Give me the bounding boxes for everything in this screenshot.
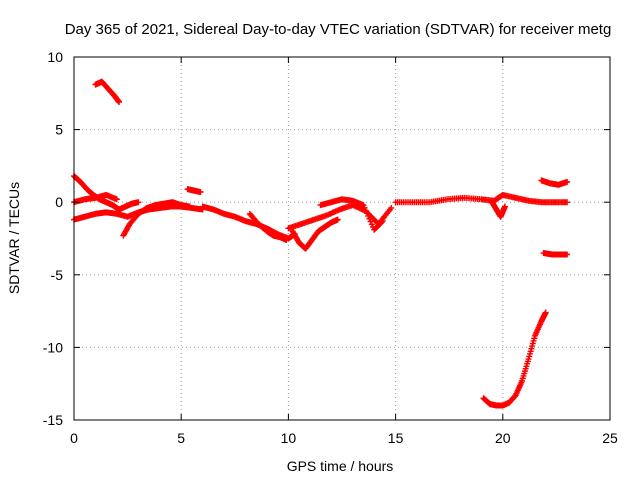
series-arc-4 [92,78,123,106]
series-arc-5 [120,199,193,239]
x-tick-label: 25 [602,430,618,446]
y-tick-label: 10 [47,49,63,65]
y-tick-label: -15 [43,412,63,428]
x-tick-label: 5 [177,430,185,446]
series-arc-16 [480,309,549,409]
data-point [501,203,508,210]
y-axis-label: SDTVAR / TECUs [6,182,22,294]
data-point [362,207,369,214]
x-tick-label: 10 [281,430,297,446]
data-point [364,210,371,217]
data-point [116,99,123,106]
data-point [378,219,385,226]
data-point [564,251,571,258]
data-point [334,216,341,223]
data-point [283,236,290,243]
y-tick-label: 0 [55,194,63,210]
x-tick-label: 15 [388,430,404,446]
y-tick-label: -5 [51,267,64,283]
data-point [542,309,549,316]
series-arc-13 [489,199,508,220]
data-point [186,203,193,210]
data-point [367,218,374,225]
data-point [365,213,372,220]
series-arc-15 [540,250,571,258]
data-point [564,199,571,206]
grid [74,57,610,420]
series-arc-11 [317,196,386,233]
chart-title: Day 365 of 2021, Sidereal Day-to-day VTE… [65,21,612,38]
data-point [379,218,386,225]
series-arc-9 [289,216,341,252]
series-arc-10 [285,202,395,232]
series-arc-1 [71,173,142,213]
series-arc-8 [246,210,290,243]
x-tick-label: 0 [70,430,78,446]
x-tick-label: 20 [495,430,511,446]
data-point [361,204,368,211]
series-arc-6 [184,186,204,196]
data-points [71,78,571,409]
data-point [135,199,142,206]
data-point [113,196,120,203]
series-arc-3 [71,191,120,206]
series-arc-12 [392,191,571,206]
y-tick-label: 5 [55,122,63,138]
data-point [197,189,204,196]
data-point [366,215,373,222]
plot-frame [73,56,611,421]
axis-ticks: 0 5 10 15 20 25 10 5 0 -5 -10 -15 [43,49,618,446]
data-point [360,202,367,209]
data-point [564,178,571,185]
data-point [368,221,375,228]
x-axis-label: GPS time / hours [287,458,394,474]
y-tick-label: -10 [43,339,63,355]
series-arc-14 [538,177,571,188]
data-point [388,205,395,212]
